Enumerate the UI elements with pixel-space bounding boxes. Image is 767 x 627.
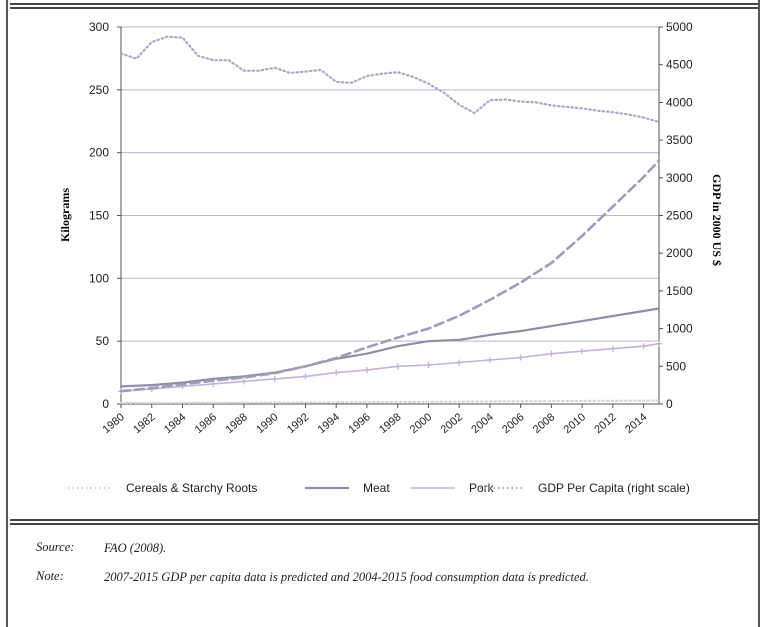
x-tick-label: 2014 — [623, 411, 649, 436]
y-tick-label: 50 — [96, 334, 110, 348]
y-tick-label: 0 — [102, 397, 109, 411]
y2-tick-label: 1500 — [666, 284, 693, 298]
x-tick-label: 1988 — [223, 411, 249, 436]
y-tick-label: 100 — [89, 271, 109, 285]
grid-lines — [121, 26, 659, 342]
x-tick-label: 1998 — [377, 411, 403, 436]
bottom-rule — [10, 519, 758, 525]
series-line-1 — [119, 399, 661, 404]
figure-notes: Source: FAO (2008). Note: 2007-2015 GDP … — [36, 540, 736, 598]
y2-tick-label: 2500 — [666, 209, 693, 223]
y-tick-label: 200 — [89, 146, 109, 160]
x-tick-label: 1984 — [162, 411, 188, 436]
top-rule — [10, 3, 758, 9]
x-tick-label: 1992 — [285, 411, 311, 436]
y2-tick-label: 3500 — [666, 133, 693, 147]
y2-tick-label: 3000 — [666, 171, 693, 185]
x-tick-label: 2010 — [562, 411, 588, 436]
series-line-2 — [119, 307, 661, 388]
legend: Cereals & Starchy Roots Meat Pork GDP Per C… — [68, 481, 690, 495]
legend-label: Cereals & Starchy Roots — [126, 481, 257, 495]
y-tick-label: 300 — [89, 20, 109, 34]
y-tick-label: 250 — [89, 83, 109, 97]
legend-label: Pork — [469, 481, 495, 495]
x-tick-label: 1994 — [316, 411, 342, 436]
y-tick-label: 150 — [89, 209, 109, 223]
series-line-5 — [119, 159, 661, 393]
source-label: Source: — [36, 540, 75, 554]
x-tick-label: 2012 — [592, 411, 618, 436]
series-group — [118, 35, 662, 404]
x-tick-label: 2004 — [469, 411, 495, 436]
x-tick-label: 1980 — [100, 411, 126, 436]
note-label: Note: — [36, 569, 64, 583]
note-row: Note: 2007-2015 GDP per capita data is p… — [36, 569, 736, 586]
y2-tick-label: 5000 — [666, 20, 693, 34]
x-tick-label: 2000 — [408, 411, 434, 436]
x-tick-label: 2008 — [531, 411, 557, 436]
y2-tick-label: 500 — [666, 359, 686, 373]
source-text: FAO (2008). — [104, 541, 167, 555]
y2-tick-label: 0 — [666, 397, 673, 411]
x-tick-label: 1990 — [254, 411, 280, 436]
legend-label: GDP Per Capita (right scale) — [538, 481, 690, 495]
y2-axis-label: GDP in 2000 US $ — [710, 174, 724, 266]
source-row: Source: FAO (2008). — [36, 540, 736, 557]
y2-tick-label: 4500 — [666, 58, 693, 72]
y2-tick-label: 2000 — [666, 246, 693, 260]
x-tick-label: 1996 — [346, 411, 372, 436]
x-tick-label: 2002 — [439, 411, 465, 436]
y2-tick-label: 1000 — [666, 322, 693, 336]
series-line-4 — [119, 35, 661, 124]
x-tick-label: 1986 — [193, 411, 219, 436]
legend-label: Meat — [363, 481, 390, 495]
y2-tick-label: 4000 — [666, 95, 693, 109]
x-tick-label: 2006 — [500, 411, 526, 436]
note-text: 2007-2015 GDP per capita data is predict… — [104, 570, 589, 584]
chart: 0501001502002503000500100015002000250030… — [58, 20, 724, 495]
figure-frame — [6, 0, 760, 627]
y-axis-label: Kilograms — [58, 188, 72, 242]
series-line-3 — [120, 342, 660, 393]
axes: 0501001502002503000500100015002000250030… — [89, 20, 693, 436]
x-tick-label: 1982 — [131, 411, 157, 436]
